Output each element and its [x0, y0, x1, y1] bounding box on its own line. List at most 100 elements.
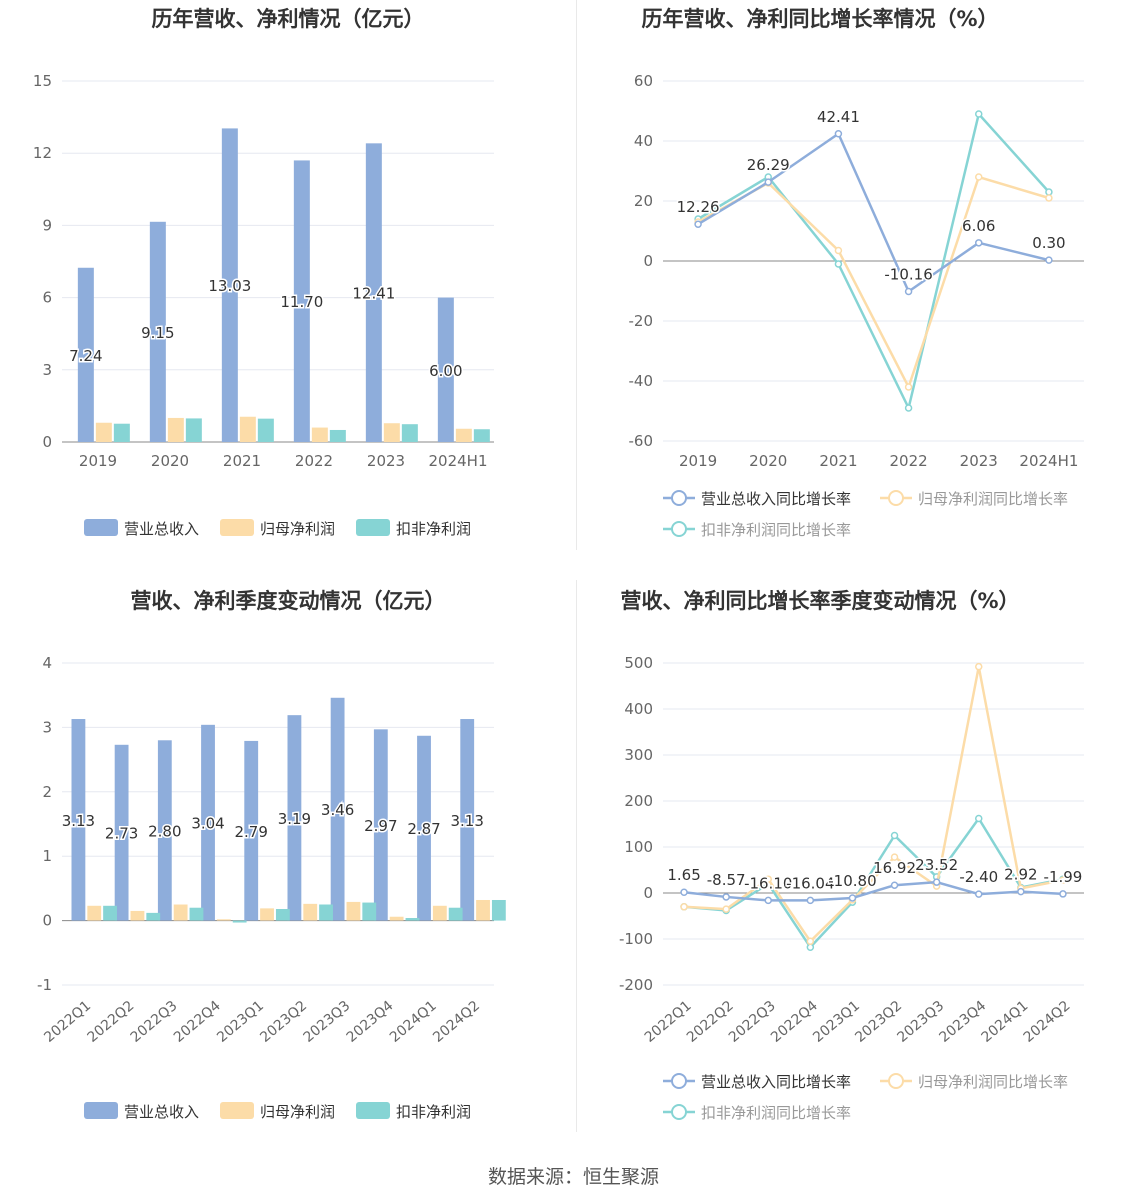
series-line — [697, 111, 1050, 412]
series-point — [806, 943, 815, 952]
data-label: 12.26 — [677, 198, 720, 216]
legend-marker — [671, 1104, 687, 1120]
series-point — [1059, 876, 1067, 884]
data-label: 3.19 — [278, 810, 311, 828]
legend-swatch — [220, 1102, 254, 1119]
series-line — [683, 816, 1064, 950]
legend-marker — [888, 1073, 904, 1089]
bar — [185, 418, 202, 442]
bar — [244, 740, 259, 921]
bar — [389, 916, 404, 921]
series-point — [694, 220, 702, 228]
series-point — [722, 905, 730, 913]
series-point — [764, 875, 772, 883]
y-tick-label: 0 — [643, 884, 653, 902]
y-tick-label: 3 — [42, 361, 52, 379]
legend-swatch — [84, 519, 118, 536]
x-tick-label: 2022Q4 — [171, 998, 224, 1046]
x-tick-label: 2022Q2 — [684, 998, 737, 1046]
bar — [476, 899, 490, 921]
series-point — [975, 173, 983, 181]
bar — [383, 423, 400, 442]
bar — [239, 416, 256, 442]
series-point — [722, 893, 730, 901]
panel-divider-bottom — [576, 580, 577, 1132]
annual-revenue-profit-chart: 历年营收、净利情况（亿元） 0 3 6 9 12 15 2019 2020 2021 2022 202… — [0, 0, 576, 550]
y-tick-label: 300 — [624, 746, 653, 764]
legend-swatch — [356, 519, 390, 536]
legend-label: 营业总收入同比增长率 — [701, 490, 851, 508]
series-point — [975, 814, 983, 823]
legend-label: 归母净利润 — [260, 1103, 335, 1121]
chart-title: 历年营收、净利同比增长率情况（%） — [641, 7, 998, 31]
y-tick-label: 1 — [42, 847, 52, 865]
x-tick-label: 2023Q1 — [214, 998, 267, 1046]
y-tick-label: 9 — [42, 216, 52, 234]
y-tick-label: -1 — [37, 976, 52, 994]
x-tick-label: 2023Q2 — [852, 998, 905, 1046]
series-point — [834, 246, 843, 255]
legend-label: 归母净利润 — [260, 520, 335, 538]
bar — [87, 905, 102, 921]
y-tick-label: 12 — [33, 144, 52, 162]
bar — [95, 422, 112, 442]
data-label: -8.57 — [707, 871, 746, 889]
bar — [460, 719, 475, 921]
series-point — [975, 662, 983, 671]
data-label: -10.80 — [828, 872, 876, 890]
legend-swatch — [84, 1102, 118, 1119]
bar — [311, 427, 328, 442]
x-tick-label: 2020 — [749, 452, 787, 470]
series-point — [975, 239, 983, 247]
data-label: 13.03 — [208, 277, 251, 295]
data-label: 9.15 — [141, 324, 174, 342]
series-line — [683, 880, 1064, 902]
bar — [149, 221, 166, 442]
x-tick-label: 2021 — [819, 452, 857, 470]
chart-title: 营收、净利同比增长率季度变动情况（%） — [620, 589, 1019, 613]
data-label: 0.30 — [1032, 234, 1065, 252]
series-line — [697, 175, 1050, 391]
x-tick-label: 2023 — [367, 452, 405, 470]
bar — [146, 912, 161, 921]
series-point — [975, 890, 983, 898]
data-label: 2.79 — [235, 823, 268, 841]
data-label: 3.46 — [321, 801, 354, 819]
bar — [114, 744, 129, 921]
data-label: 23.52 — [915, 856, 958, 874]
y-tick-label: 0 — [42, 433, 52, 451]
legend-marker — [671, 1073, 687, 1089]
series-point — [890, 881, 899, 889]
bar — [201, 724, 215, 921]
y-tick-label: 60 — [634, 72, 653, 90]
bar — [257, 418, 274, 442]
bar — [216, 919, 231, 921]
y-tick-label: 20 — [634, 192, 653, 210]
bar — [401, 424, 418, 442]
series-point — [806, 896, 815, 905]
bar — [260, 908, 274, 921]
bar — [232, 920, 247, 923]
data-label: -10.16 — [884, 265, 932, 283]
bar — [293, 160, 310, 443]
data-label: -2.40 — [959, 868, 998, 886]
data-label: -16.04 — [786, 874, 834, 892]
bar — [130, 910, 145, 921]
data-label: 2.92 — [1004, 866, 1037, 884]
x-tick-label: 2019 — [79, 452, 117, 470]
data-label: 1.65 — [667, 866, 700, 884]
series-point — [680, 903, 688, 911]
legend-swatch — [220, 519, 254, 536]
x-tick-label: 2022Q1 — [41, 998, 94, 1046]
series-point — [1045, 256, 1053, 264]
x-tick-label: 2023Q3 — [894, 998, 947, 1046]
series-point — [834, 130, 843, 138]
y-tick-label: 500 — [624, 654, 653, 672]
data-label: 16.92 — [873, 859, 916, 877]
bar — [77, 267, 94, 442]
chart-svg: 历年营收、净利同比增长率情况（%） -60 -40 -20 0 20 40 60 2019 202… — [629, 7, 1084, 539]
data-source: 数据来源：恒生聚源 — [487, 1166, 659, 1188]
bar — [346, 901, 361, 921]
x-tick-label: 2024H1 — [429, 452, 488, 470]
bar — [432, 905, 447, 921]
